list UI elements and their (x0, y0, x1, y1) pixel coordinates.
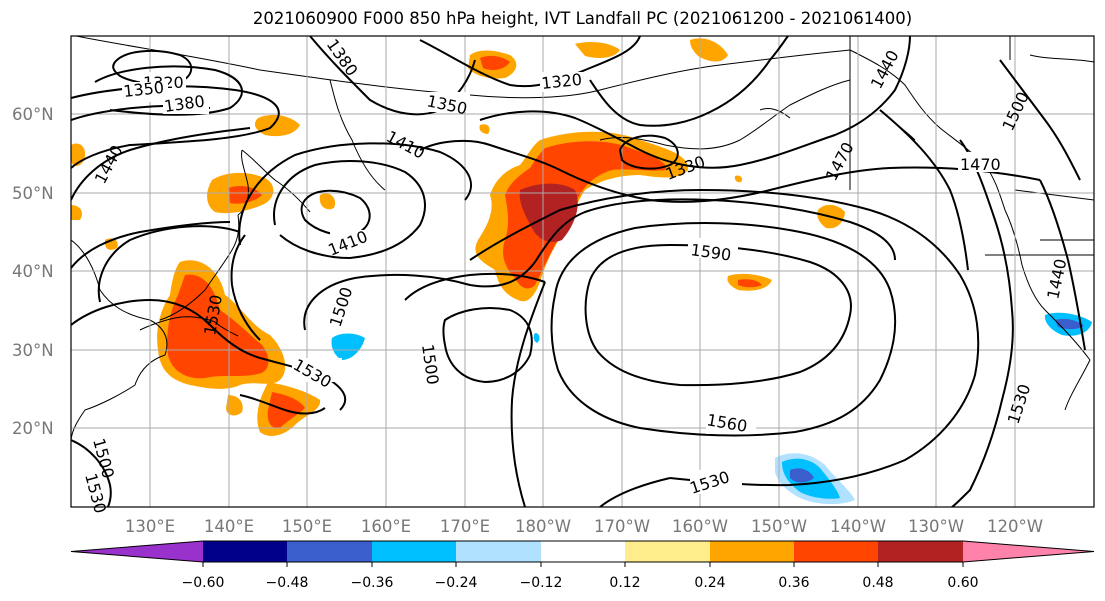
colorbar-tick-label: −0.36 (351, 575, 394, 591)
colorbar-tick-label: −0.12 (520, 575, 563, 591)
lon-label: 140°W (830, 517, 886, 536)
colorbar-tick-label: 0.36 (778, 575, 809, 591)
lon-label: 180°W (515, 517, 571, 536)
graticule (71, 36, 1094, 507)
lon-label: 160°W (672, 517, 728, 536)
lon-label: 150°E (282, 517, 332, 536)
lon-label: 140°E (204, 517, 254, 536)
colorbar: −0.60 −0.48 −0.36 −0.24 −0.12 0.12 0.24 … (70, 540, 1095, 591)
colorbar-tick-label: 0.48 (862, 575, 893, 591)
colorbar-segment (625, 541, 710, 562)
colorbar-tick-label: 0.12 (609, 575, 640, 591)
colorbar-segment (71, 541, 203, 562)
colorbar-segment (372, 541, 456, 562)
contour-label: 1470 (960, 155, 1001, 174)
colorbar-segment (203, 541, 287, 562)
lon-label: 130°E (125, 517, 175, 536)
colorbar-segment (794, 541, 878, 562)
colorbar-segment (541, 541, 625, 562)
colorbar-segment (287, 541, 372, 562)
contour-label: 1320 (540, 70, 582, 93)
ivt-shading (71, 38, 1092, 505)
colorbar-tick-label: −0.24 (435, 575, 478, 591)
coastlines (71, 36, 1094, 441)
colorbar-tick-label: −0.60 (182, 575, 225, 591)
lat-label: 20°N (12, 419, 54, 438)
lon-label: 150°W (751, 517, 807, 536)
map-title: 2021060900 F000 850 hPa height, IVT Land… (252, 9, 913, 28)
colorbar-segment (456, 541, 541, 562)
latitude-labels: 60°N 50°N 40°N 30°N 20°N (12, 105, 54, 438)
map-frame (70, 35, 1095, 508)
colorbar-tick-label: −0.48 (266, 575, 309, 591)
longitude-labels: 130°E 140°E 150°E 160°E 170°E 180°W 170°… (125, 517, 1043, 536)
colorbar-tick-label: 0.24 (694, 575, 725, 591)
colorbar-segment (710, 541, 794, 562)
lon-label: 120°W (987, 517, 1043, 536)
colorbar-tick-label: 0.60 (947, 575, 978, 591)
contour-label: 1350 (122, 78, 164, 101)
colorbar-segment (963, 541, 1094, 562)
lon-label: 160°E (361, 517, 411, 536)
lat-label: 30°N (12, 341, 54, 360)
colorbar-segment (878, 541, 963, 562)
contour-label-group: 1320 1350 1380 1380 1320 1350 1410 1440 … (81, 35, 1070, 515)
lon-label: 130°W (908, 517, 964, 536)
lat-label: 40°N (12, 262, 54, 281)
lon-label: 170°W (594, 517, 650, 536)
lat-label: 50°N (12, 184, 54, 203)
lat-label: 60°N (12, 105, 54, 124)
lon-label: 170°E (440, 517, 490, 536)
